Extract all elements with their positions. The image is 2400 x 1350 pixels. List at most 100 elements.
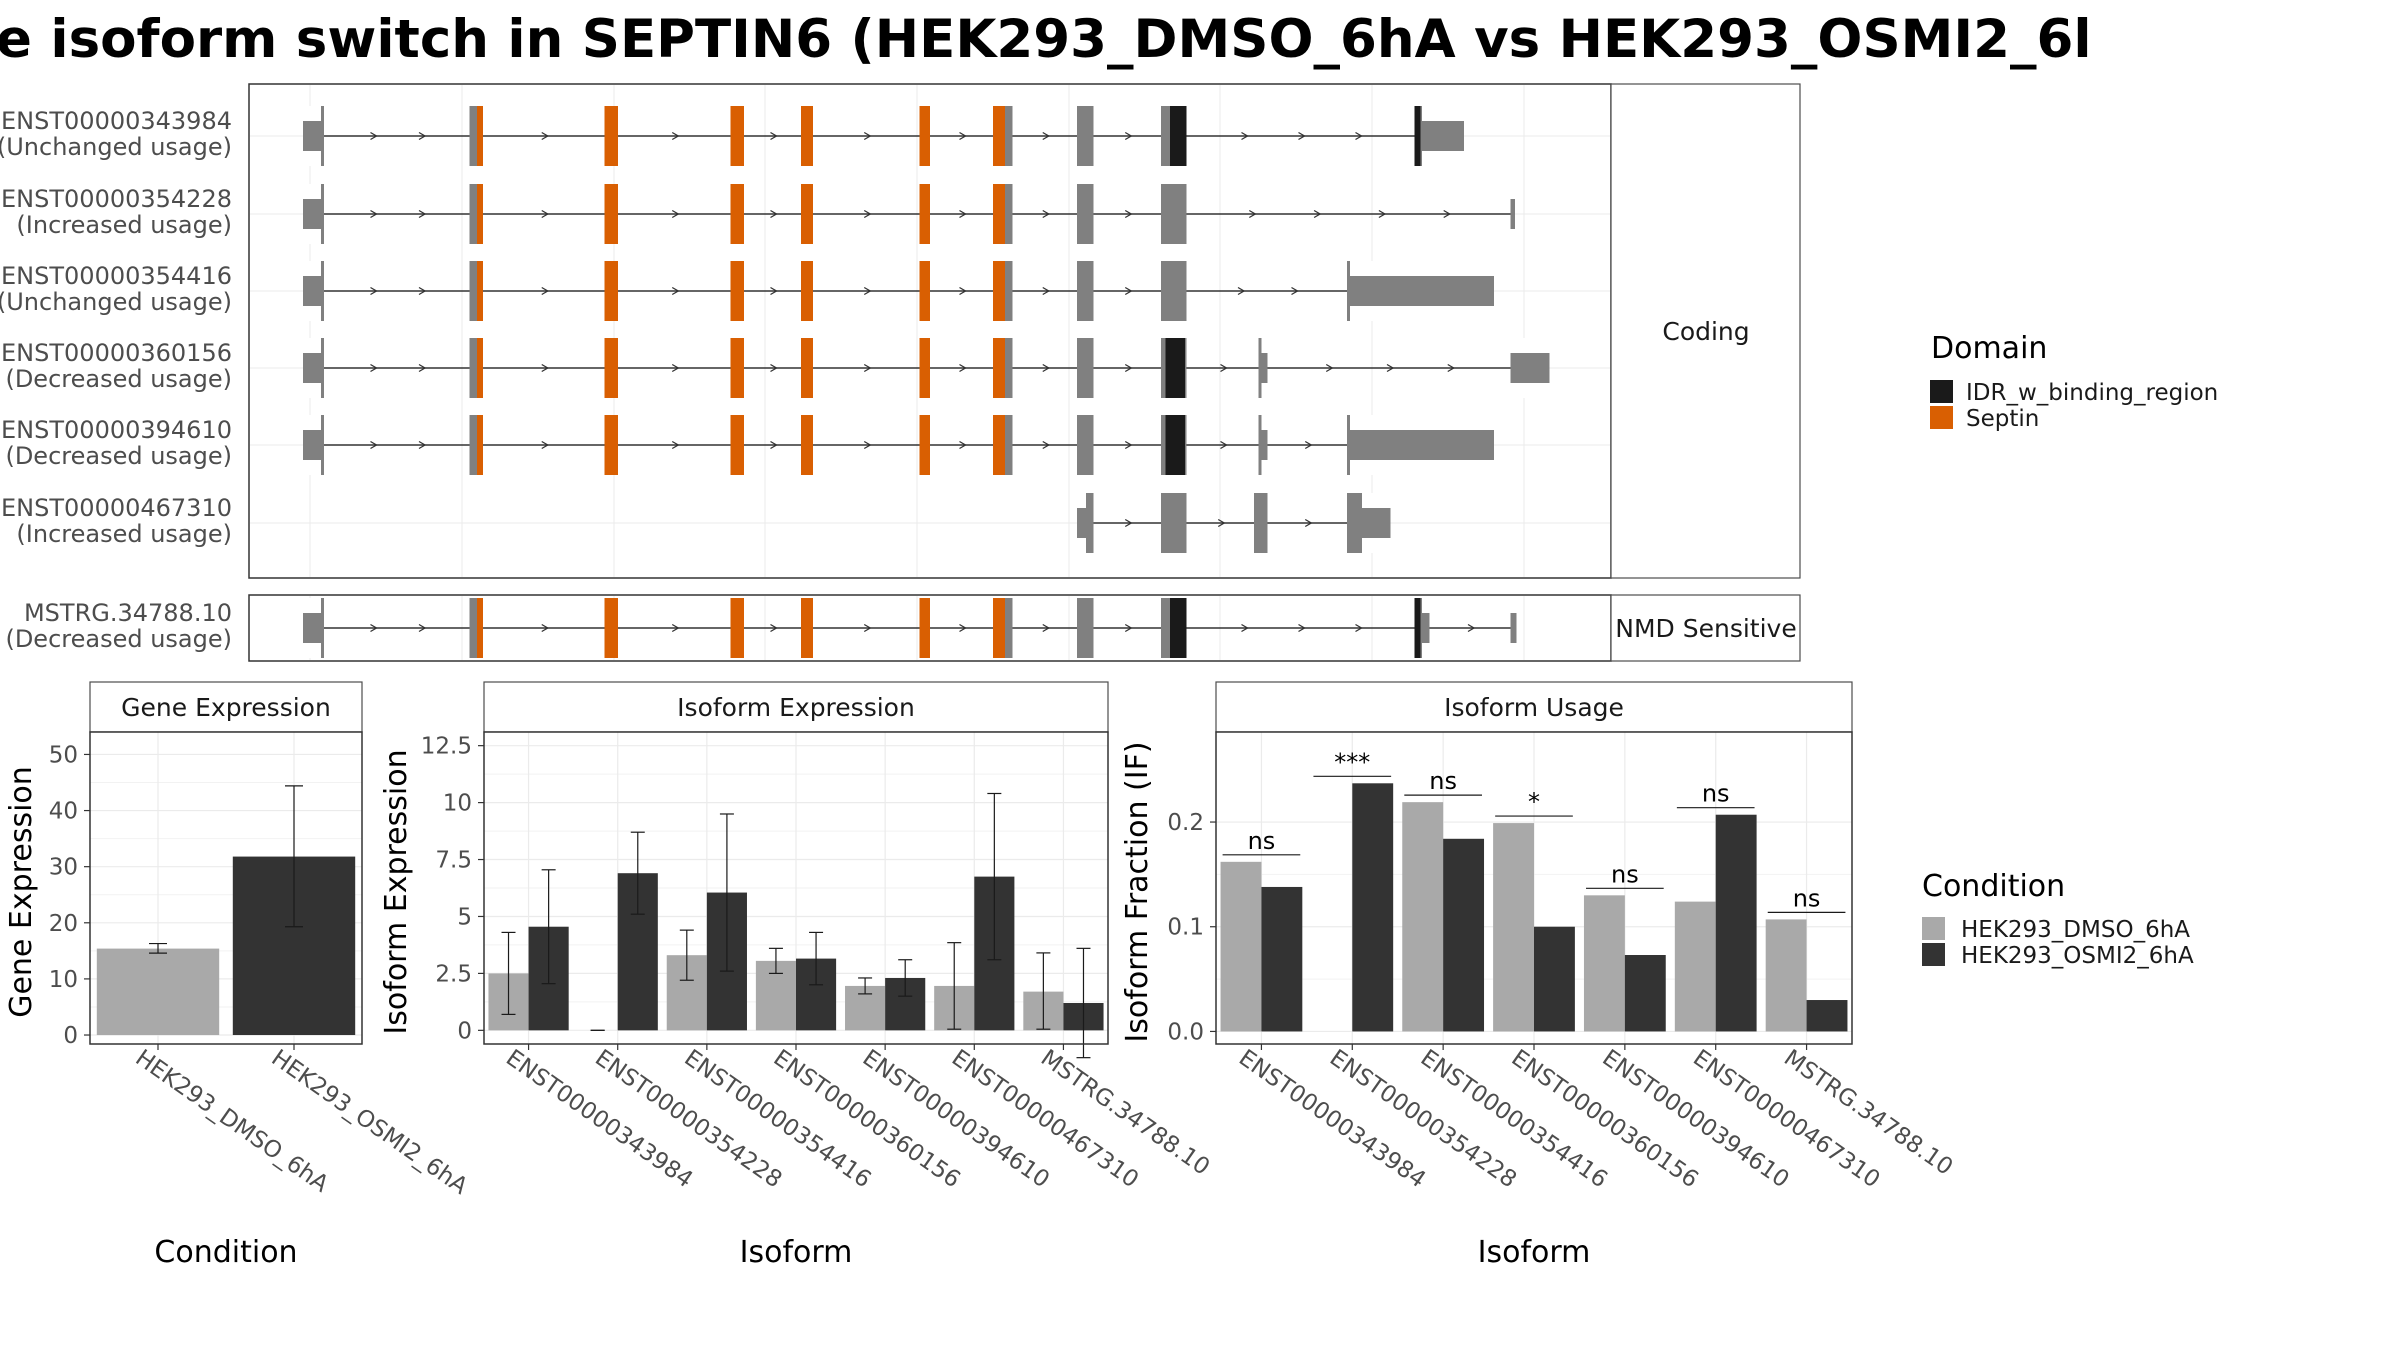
- utr-exon: [1362, 508, 1391, 538]
- domain-septin: [730, 415, 744, 475]
- plot-border: [1215, 731, 1853, 1045]
- strand-arrow: [1042, 440, 1051, 450]
- y-tick-label: 5: [457, 904, 472, 930]
- domain-septin: [730, 338, 744, 398]
- domain-septin: [477, 261, 483, 321]
- transcript-id-label: MSTRG.34788.10: [24, 599, 232, 627]
- transcript-track: ENST00000394610(Decreased usage): [1, 415, 1610, 475]
- strand-arrow: [863, 286, 872, 296]
- strand-arrow: [1124, 518, 1133, 528]
- transcript-track: MSTRG.34788.10(Decreased usage): [5, 598, 1517, 658]
- domain-septin: [604, 106, 618, 166]
- domain-legend-label-septin: Septin: [1966, 406, 2039, 432]
- strand-arrow: [1248, 209, 1257, 219]
- strand-arrow: [1042, 209, 1051, 219]
- strand-arrow: [1217, 518, 1226, 528]
- significance-label: ns: [1429, 767, 1457, 795]
- condition-legend-key-osmi: [1922, 943, 1945, 966]
- significance-label: ns: [1793, 884, 1821, 912]
- transcript-id-label: ENST00000394610: [1, 416, 232, 444]
- strand-arrow: [959, 209, 967, 219]
- strand-arrow: [1237, 286, 1246, 296]
- domain-septin: [993, 338, 1005, 398]
- gene-expression-title: Gene Expression: [121, 693, 331, 722]
- strand-arrow: [418, 286, 427, 296]
- domain-septin: [919, 415, 930, 475]
- domain-septin: [604, 598, 618, 658]
- isoform-usage-ylabel: Isoform Fraction (IF): [1120, 741, 1155, 1042]
- strand-arrow: [370, 440, 378, 450]
- transcript-usage-label: (Increased usage): [16, 211, 232, 239]
- strand-arrow: [959, 440, 967, 450]
- y-tick-label: 0.0: [1167, 1019, 1204, 1045]
- domain-septin: [919, 338, 930, 398]
- strand-arrow: [1124, 209, 1133, 219]
- condition-legend-label-dmso: HEK293_DMSO_6hA: [1961, 917, 2190, 943]
- domain-legend: Domain IDR_w_binding_region Septin: [1930, 331, 2218, 432]
- strand-arrow: [959, 131, 967, 141]
- strand-arrow: [1042, 363, 1051, 373]
- transcript-track: ENST00000354228(Increased usage): [1, 184, 1610, 244]
- utr-exon: [1422, 613, 1430, 643]
- utr-exon: [1261, 353, 1268, 383]
- bar: [1443, 838, 1485, 1032]
- coding-facet-strip: [1610, 83, 1801, 579]
- strand-arrow: [1304, 518, 1313, 528]
- exon: [1077, 598, 1094, 658]
- strand-arrow: [1298, 623, 1306, 633]
- domain-septin: [993, 415, 1005, 475]
- gene-expression-xlabel: Condition: [154, 1235, 297, 1270]
- utr-exon: [1261, 430, 1268, 460]
- strand-arrow: [1220, 440, 1228, 450]
- strand-arrow: [959, 286, 967, 296]
- bar: [1583, 895, 1625, 1032]
- utr-exon: [1350, 430, 1494, 460]
- transcript-track: ENST00000360156(Decreased usage): [1, 338, 1610, 398]
- y-tick-label: 12.5: [421, 734, 472, 760]
- domain-septin: [604, 261, 618, 321]
- condition-legend: Condition HEK293_DMSO_6hA HEK293_OSMI2_6…: [1922, 869, 2194, 969]
- domain-septin: [801, 106, 813, 166]
- strand-arrow: [1447, 363, 1456, 373]
- domain-septin: [477, 106, 483, 166]
- strand-arrow: [370, 131, 378, 141]
- facet-label-coding: Coding: [1662, 317, 1749, 346]
- strand-arrow: [959, 623, 967, 633]
- domain-septin: [477, 338, 483, 398]
- y-tick-label: 40: [49, 799, 78, 825]
- bar: [1534, 926, 1575, 1032]
- bar: [1765, 919, 1807, 1032]
- transcript-usage-label: (Increased usage): [16, 520, 232, 548]
- strand-arrow: [1042, 286, 1051, 296]
- strand-arrow: [863, 209, 872, 219]
- y-tick-label: 10: [443, 791, 472, 817]
- transcript-id-label: ENST00000343984: [1, 107, 232, 135]
- domain-septin: [730, 598, 744, 658]
- isoform-expression-title: Isoform Expression: [677, 693, 915, 722]
- domain-septin: [919, 184, 930, 244]
- utr-exon: [1422, 121, 1464, 151]
- domain-septin: [993, 106, 1005, 166]
- strand-arrow: [1220, 363, 1228, 373]
- bar: [1806, 1000, 1848, 1032]
- strand-arrow: [418, 440, 427, 450]
- transcript-track: ENST00000467310(Increased usage): [1, 493, 1610, 553]
- domain-septin: [993, 261, 1005, 321]
- strand-arrow: [863, 623, 872, 633]
- gene-expression-ylabel: Gene Expression: [4, 766, 39, 1018]
- strand-arrow: [1325, 363, 1334, 373]
- bar: [1715, 814, 1757, 1032]
- significance-label: ***: [1334, 748, 1370, 776]
- strand-arrow: [1378, 209, 1387, 219]
- strand-arrow: [1241, 623, 1249, 633]
- bar: [1624, 955, 1666, 1032]
- transcript-usage-label: (Decreased usage): [5, 625, 232, 653]
- strand-arrow: [418, 363, 427, 373]
- utr-exon: [1510, 353, 1550, 383]
- y-tick-label: 7.5: [435, 848, 472, 874]
- strand-arrow: [770, 623, 778, 633]
- y-tick-label: 2.5: [435, 961, 472, 987]
- exon: [1077, 338, 1094, 398]
